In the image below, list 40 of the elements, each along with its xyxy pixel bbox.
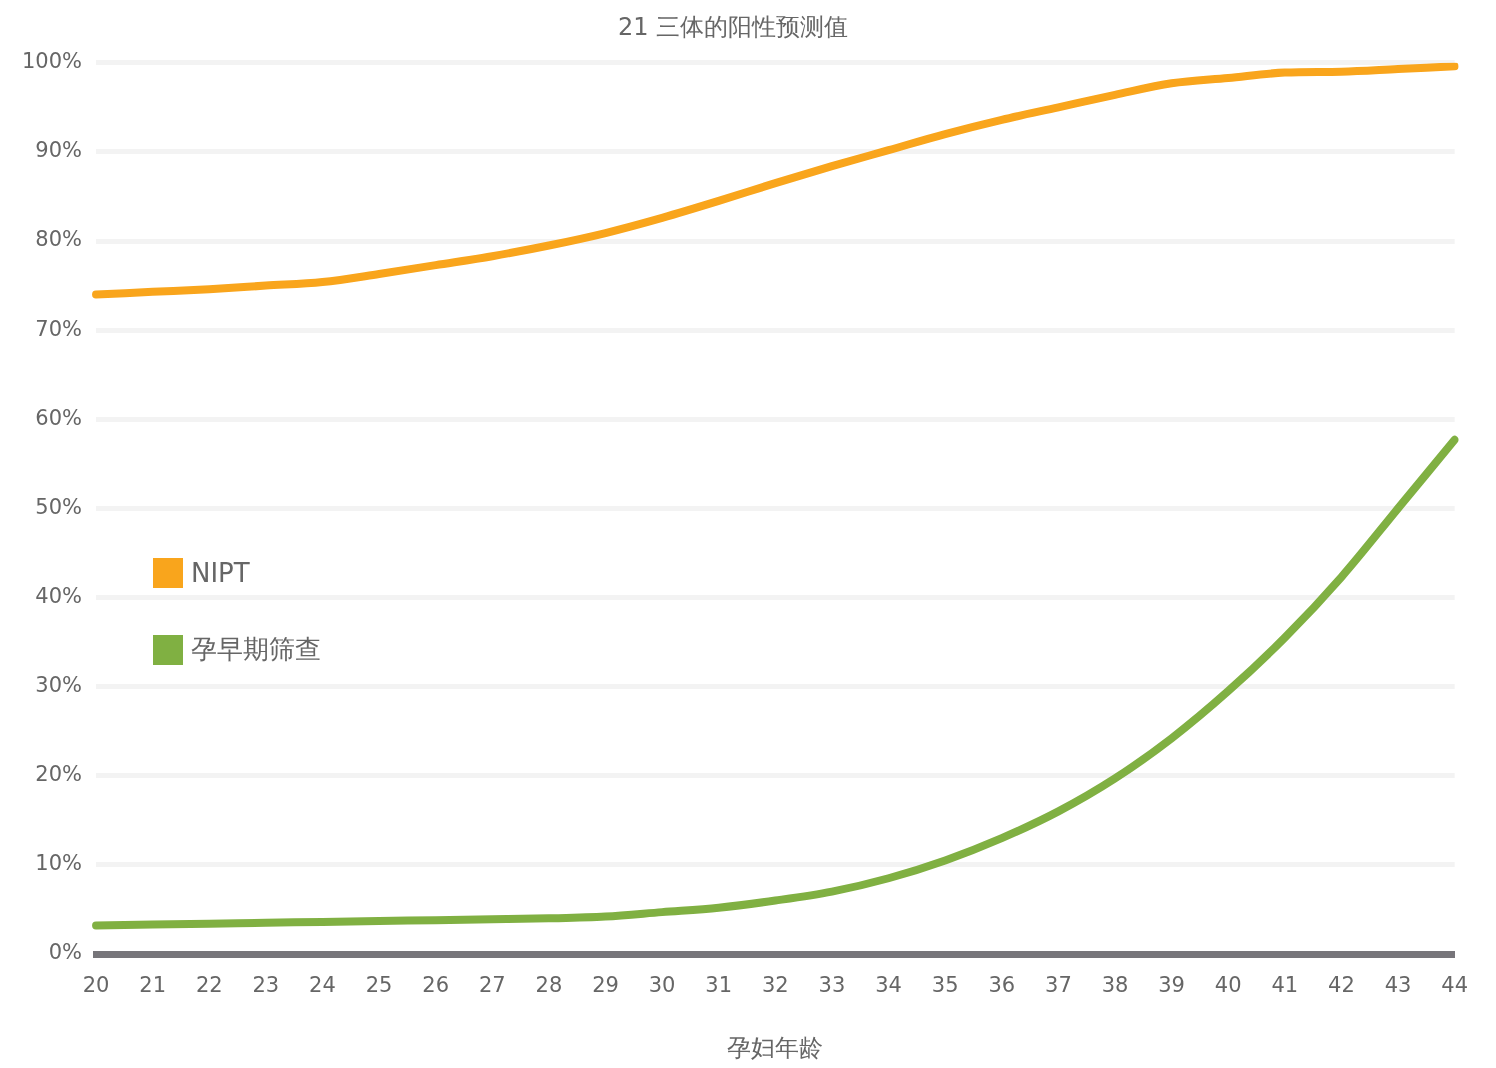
x-tick-label: 43	[1384, 973, 1412, 998]
y-tick-label: 50%	[35, 494, 83, 519]
y-tick-label: 30%	[35, 673, 83, 698]
x-tick-label: 39	[1158, 973, 1185, 998]
x-tick-label: 27	[478, 973, 506, 998]
x-tick-label: 25	[365, 973, 393, 998]
y-tick-label: 60%	[35, 405, 83, 430]
x-tick-label: 44	[1441, 973, 1469, 998]
x-tick-label: 30	[648, 973, 676, 998]
x-tick-label: 31	[705, 973, 733, 998]
x-tick-label: 28	[535, 973, 563, 998]
x-tick-label: 24	[309, 973, 336, 998]
x-tick-label: 38	[1101, 973, 1129, 998]
x-tick-label: 26	[422, 973, 450, 998]
legend-label: 孕早期筛查	[191, 633, 321, 666]
y-tick-label: 70%	[35, 316, 83, 341]
chart-title: 21 三体的阳性预测值	[617, 12, 849, 41]
y-tick-label: 100%	[21, 49, 83, 74]
x-tick-label: 20	[82, 973, 110, 998]
x-tick-label: 41	[1271, 973, 1299, 998]
x-tick-label: 40	[1214, 973, 1242, 998]
x-tick-label: 34	[875, 973, 902, 998]
x-tick-label: 23	[252, 973, 280, 998]
x-tick-label: 35	[931, 973, 959, 998]
x-tick-label: 37	[1045, 973, 1072, 998]
x-tick-label: 22	[195, 973, 223, 998]
y-tick-label: 80%	[35, 227, 83, 252]
x-tick-label: 33	[818, 973, 846, 998]
x-tick-label: 36	[988, 973, 1016, 998]
legend-label: NIPT	[191, 558, 250, 588]
y-tick-label: 40%	[35, 583, 83, 608]
y-tick-label: 10%	[35, 851, 83, 876]
x-tick-label: 32	[761, 973, 789, 998]
y-tick-label: 0%	[48, 940, 83, 965]
y-tick-label: 20%	[35, 762, 83, 787]
x-tick-label: 29	[592, 973, 619, 998]
x-tick-label: 42	[1328, 973, 1355, 998]
x-tick-label: 21	[139, 973, 167, 998]
y-tick-label: 90%	[35, 138, 83, 163]
x-axis-title: 孕妇年龄	[727, 1033, 824, 1062]
